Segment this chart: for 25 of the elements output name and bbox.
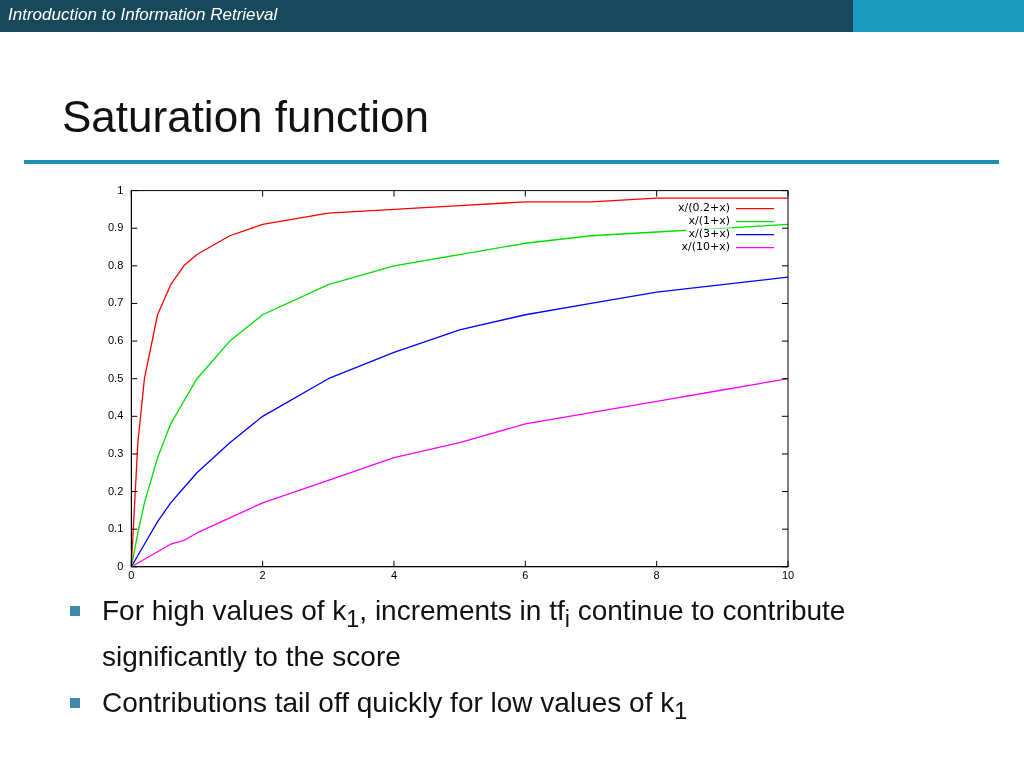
text: Introduction to Information Retrieval	[8, 5, 278, 25]
x-tick-label: 2	[259, 569, 266, 582]
legend-label: x/(3+x)	[688, 227, 730, 241]
y-tick-label: 0	[117, 559, 124, 572]
y-tick-label: 0.2	[107, 484, 124, 497]
text: For high values of k$_{1}$, increments in tf$_{i}$ continue to contribute significantly to the score	[102, 595, 846, 672]
x-tick-label: 4	[390, 569, 398, 582]
y-tick-label: 0.9	[107, 221, 124, 234]
y-tick-label: 0.7	[107, 296, 124, 309]
y-tick-label: 0.5	[107, 371, 124, 384]
legend-label: x/(1+x)	[688, 214, 730, 228]
x-tick-label: 6	[522, 569, 529, 582]
x-tick-label: 8	[653, 569, 660, 582]
chart-title: Saturation function	[62, 92, 429, 142]
x-tick-label: 0	[128, 569, 135, 582]
legend-label: x/(0.2+x)	[677, 201, 730, 215]
y-tick-label: 1	[117, 183, 124, 196]
y-tick-label: 0.4	[107, 409, 124, 422]
x-tick-label: 10	[781, 569, 795, 582]
y-tick-label: 0.1	[107, 522, 124, 535]
text: Contributions tail off quickly for low values of k$_{1}$	[102, 686, 688, 724]
legend-label: x/(10+x)	[681, 240, 730, 254]
y-tick-label: 0.6	[107, 334, 124, 347]
y-tick-label: 0.3	[107, 446, 124, 459]
y-tick-label: 0.8	[107, 258, 124, 271]
